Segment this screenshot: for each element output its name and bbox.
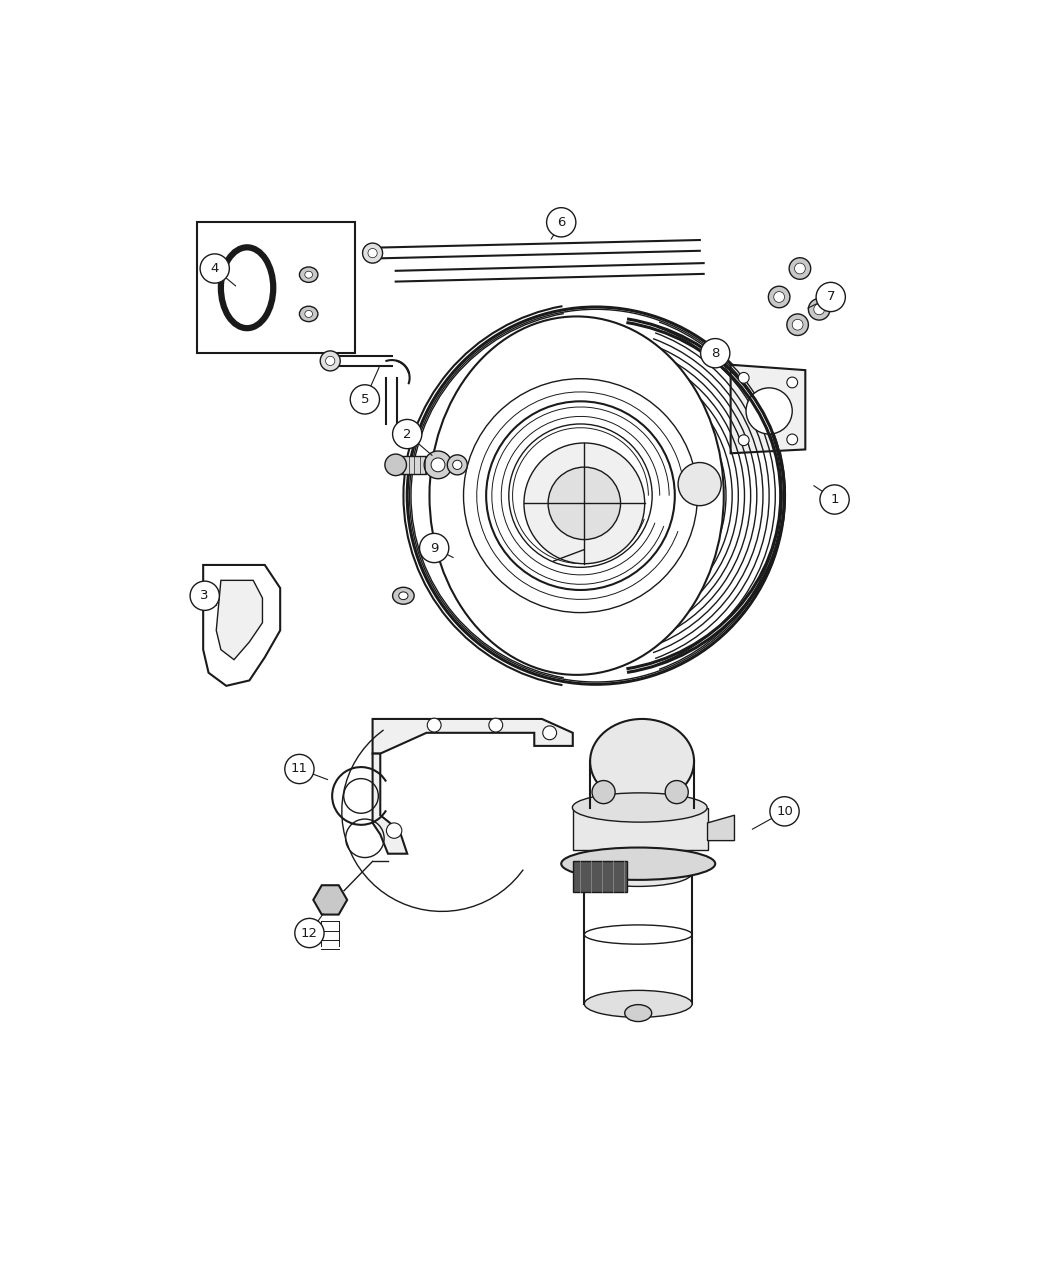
Circle shape [447, 455, 467, 474]
Circle shape [351, 385, 379, 414]
Ellipse shape [584, 859, 692, 886]
Circle shape [820, 484, 849, 514]
Text: 1: 1 [831, 493, 839, 506]
Circle shape [786, 314, 809, 335]
Ellipse shape [454, 552, 477, 570]
Circle shape [678, 463, 721, 506]
Polygon shape [573, 807, 708, 850]
Ellipse shape [299, 306, 318, 321]
Circle shape [285, 755, 314, 784]
Polygon shape [731, 365, 805, 454]
Ellipse shape [590, 719, 694, 803]
Circle shape [407, 307, 784, 685]
Polygon shape [373, 719, 573, 754]
Circle shape [320, 351, 340, 371]
Circle shape [666, 780, 689, 803]
Circle shape [368, 249, 377, 258]
Ellipse shape [572, 793, 707, 822]
Text: 6: 6 [558, 215, 565, 228]
Ellipse shape [625, 1005, 652, 1021]
Circle shape [420, 533, 448, 562]
Circle shape [427, 718, 441, 732]
Ellipse shape [304, 272, 313, 278]
Circle shape [700, 339, 730, 367]
Circle shape [795, 263, 805, 274]
Circle shape [738, 435, 749, 445]
Circle shape [547, 208, 575, 237]
Text: 9: 9 [430, 542, 438, 555]
Polygon shape [708, 815, 735, 840]
Text: 12: 12 [301, 927, 318, 940]
Text: 7: 7 [826, 291, 835, 303]
Circle shape [453, 460, 462, 469]
Circle shape [362, 244, 382, 263]
Polygon shape [216, 580, 262, 659]
Circle shape [786, 434, 798, 445]
Polygon shape [573, 862, 627, 892]
Ellipse shape [299, 266, 318, 282]
Circle shape [786, 377, 798, 388]
Circle shape [814, 303, 824, 315]
Ellipse shape [399, 592, 408, 599]
Circle shape [295, 918, 324, 947]
Text: 5: 5 [360, 393, 370, 405]
Circle shape [190, 581, 219, 611]
Text: 4: 4 [211, 261, 218, 275]
Text: 11: 11 [291, 762, 308, 775]
Circle shape [424, 451, 452, 478]
Circle shape [386, 822, 402, 838]
Circle shape [738, 372, 749, 384]
Circle shape [592, 780, 615, 803]
Ellipse shape [304, 311, 313, 317]
Circle shape [432, 458, 445, 472]
Ellipse shape [561, 848, 715, 880]
Ellipse shape [393, 588, 414, 604]
Circle shape [816, 282, 845, 311]
Circle shape [808, 298, 830, 320]
Circle shape [326, 356, 335, 366]
Circle shape [548, 467, 621, 539]
Circle shape [774, 292, 784, 302]
Circle shape [790, 258, 811, 279]
Ellipse shape [584, 991, 692, 1017]
Polygon shape [399, 455, 426, 474]
Circle shape [524, 442, 645, 564]
Circle shape [770, 797, 799, 826]
Circle shape [393, 419, 422, 449]
Bar [197, 222, 355, 353]
Circle shape [543, 725, 556, 739]
Text: 8: 8 [711, 347, 719, 360]
Text: 3: 3 [201, 589, 209, 602]
Polygon shape [204, 565, 280, 686]
Circle shape [489, 718, 503, 732]
Circle shape [201, 254, 229, 283]
Circle shape [385, 454, 406, 476]
Ellipse shape [429, 316, 723, 674]
Polygon shape [313, 885, 348, 914]
Text: 10: 10 [776, 805, 793, 817]
Polygon shape [373, 754, 407, 854]
Circle shape [792, 319, 803, 330]
Text: 2: 2 [403, 427, 412, 441]
Ellipse shape [460, 557, 470, 565]
Circle shape [746, 388, 793, 434]
Circle shape [769, 286, 790, 307]
